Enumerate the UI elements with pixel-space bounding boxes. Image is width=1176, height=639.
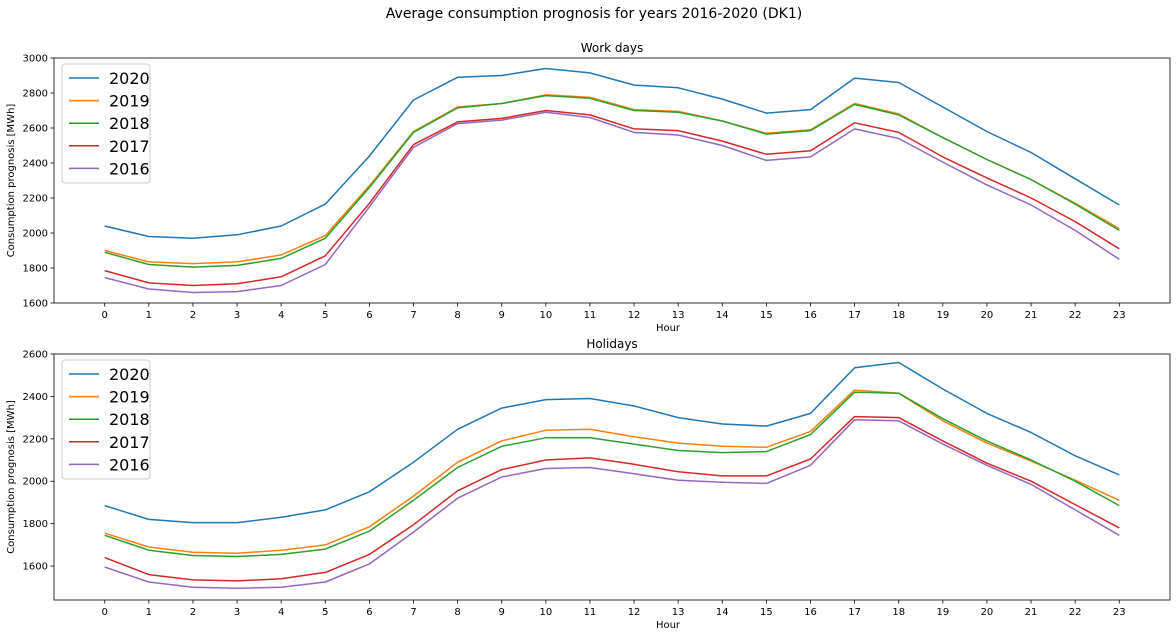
x-tick-label: 23: [1113, 607, 1126, 618]
y-tick-label: 2000: [23, 229, 48, 240]
series-line-2020: [104, 67, 1120, 240]
x-tick-label: 14: [716, 310, 729, 321]
x-tick-label: 4: [278, 310, 284, 321]
x-tick-label: 3: [234, 607, 240, 618]
series-line-2018: [104, 94, 1120, 268]
y-tick-label: 2200: [23, 194, 48, 205]
y-tick-label: 1800: [23, 519, 48, 530]
x-tick-label: 4: [278, 607, 284, 618]
x-tick-label: 17: [848, 310, 861, 321]
x-tick-label: 20: [981, 310, 994, 321]
y-tick-label: 2200: [23, 434, 48, 445]
x-tick-label: 10: [539, 607, 552, 618]
y-tick-label: 2600: [23, 350, 48, 361]
legend-box: [61, 63, 151, 184]
x-tick-label: 8: [454, 310, 460, 321]
x-tick-label: 9: [499, 607, 505, 618]
x-axis-label: Hour: [656, 323, 681, 334]
x-tick-label: 12: [628, 607, 641, 618]
series-line-2017: [104, 415, 1120, 582]
x-tick-label: 22: [1069, 310, 1082, 321]
series-line-2019: [104, 389, 1120, 555]
legend: 2020 2019 2018 2017 2016: [61, 359, 151, 480]
x-tick-label: 9: [499, 310, 505, 321]
x-tick-label: 11: [584, 310, 597, 321]
series-line-2020: [104, 361, 1120, 524]
series-line-2016: [104, 111, 1120, 294]
x-tick-label: 20: [981, 607, 994, 618]
x-tick-label: 19: [936, 310, 949, 321]
x-tick-label: 8: [454, 607, 460, 618]
legend-label-2020: 2020: [109, 69, 150, 88]
x-tick-label: 13: [672, 310, 685, 321]
x-tick-label: 16: [804, 607, 817, 618]
legend-box: [61, 359, 151, 480]
y-tick-label: 1600: [23, 299, 48, 310]
x-tick-label: 6: [366, 310, 372, 321]
y-axis-label: Consumption prognosis [MWh]: [6, 400, 17, 554]
y-tick-label: 1800: [23, 264, 48, 275]
x-tick-label: 21: [1025, 310, 1038, 321]
x-tick-label: 17: [848, 607, 861, 618]
x-tick-label: 2: [190, 310, 196, 321]
legend-label-2017: 2017: [109, 137, 150, 156]
axes-frame: [53, 57, 1171, 304]
legend-label-2019: 2019: [109, 92, 150, 111]
legend-label-2020: 2020: [109, 365, 150, 384]
x-tick-label: 15: [760, 310, 773, 321]
x-tick-label: 1: [146, 310, 152, 321]
x-tick-label: 19: [936, 607, 949, 618]
legend-label-2017: 2017: [109, 433, 150, 452]
x-tick-label: 12: [628, 310, 641, 321]
chart-title: Work days: [581, 41, 644, 55]
x-axis-label: Hour: [656, 620, 681, 631]
series-line-2018: [104, 391, 1120, 558]
x-tick-label: 16: [804, 310, 817, 321]
y-tick-label: 2000: [23, 477, 48, 488]
legend-label-2019: 2019: [109, 388, 150, 407]
y-tick-label: 2400: [23, 392, 48, 403]
x-tick-label: 7: [410, 607, 416, 618]
x-tick-label: 0: [102, 310, 108, 321]
x-tick-label: 21: [1025, 607, 1038, 618]
y-tick-label: 2400: [23, 159, 48, 170]
y-tick-label: 3000: [23, 54, 48, 65]
x-tick-label: 13: [672, 607, 685, 618]
x-tick-label: 5: [322, 607, 328, 618]
x-tick-label: 18: [892, 607, 905, 618]
legend-label-2016: 2016: [109, 159, 150, 178]
x-tick-label: 23: [1113, 310, 1126, 321]
legend-label-2016: 2016: [109, 455, 150, 474]
x-tick-label: 10: [539, 310, 552, 321]
y-tick-label: 1600: [23, 562, 48, 573]
legend-label-2018: 2018: [109, 114, 150, 133]
x-tick-label: 11: [584, 607, 597, 618]
y-tick-label: 2600: [23, 124, 48, 135]
x-tick-label: 3: [234, 310, 240, 321]
chart-title: Holidays: [586, 337, 637, 351]
y-axis-label: Consumption prognosis [MWh]: [6, 104, 17, 258]
y-tick-label: 2800: [23, 89, 48, 100]
legend: 2020 2019 2018 2017 2016: [61, 63, 151, 184]
x-tick-label: 18: [892, 310, 905, 321]
x-tick-label: 14: [716, 607, 729, 618]
legend-label-2018: 2018: [109, 410, 150, 429]
x-tick-label: 2: [190, 607, 196, 618]
x-tick-label: 0: [102, 607, 108, 618]
x-tick-label: 15: [760, 607, 773, 618]
axes-frame: [53, 353, 1171, 601]
x-tick-label: 6: [366, 607, 372, 618]
x-tick-label: 22: [1069, 607, 1082, 618]
x-tick-label: 7: [410, 310, 416, 321]
figure-title: Average consumption prognosis for years …: [386, 6, 802, 22]
series-line-2017: [104, 109, 1120, 287]
x-tick-label: 5: [322, 310, 328, 321]
x-tick-label: 1: [146, 607, 152, 618]
series-line-2016: [104, 418, 1120, 590]
